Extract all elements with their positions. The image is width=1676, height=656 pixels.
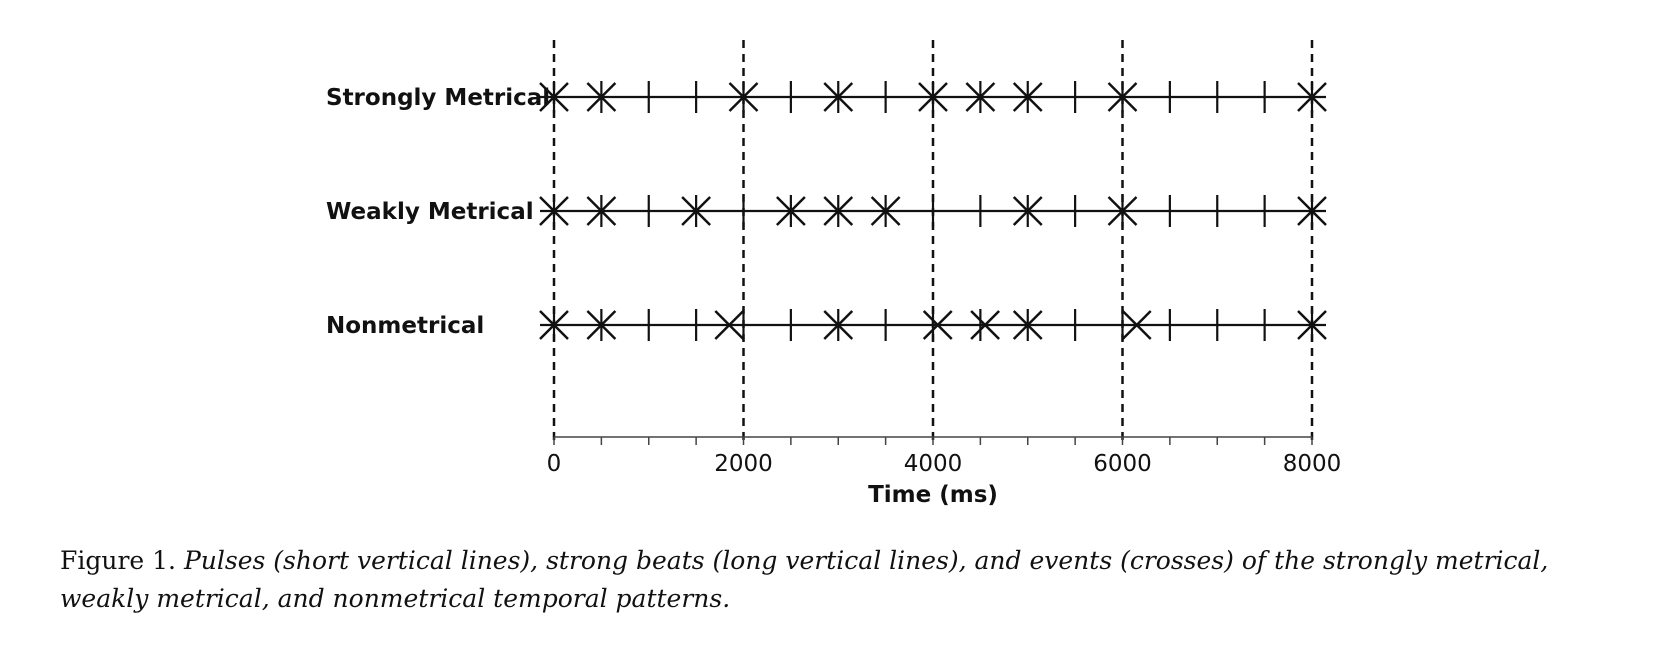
event-cross: [681, 196, 712, 226]
event-cross: [922, 310, 953, 340]
event-cross-stroke: [1121, 310, 1152, 340]
event-cross: [586, 310, 617, 340]
event-cross: [1121, 310, 1152, 340]
pattern-rows: Strongly Metrical Weakly Metrical Nonmetri…: [326, 81, 1327, 341]
axis-tick-label: 8000: [1283, 451, 1342, 477]
caption-text: Pulses (short vertical lines), strong be…: [60, 546, 1549, 613]
time-axis-label: Time (ms): [868, 482, 998, 508]
event-cross-stroke: [539, 196, 569, 226]
time-axis-ticks: [553, 437, 1313, 445]
row-label: Weakly Metrical: [326, 199, 534, 225]
event-cross: [586, 196, 617, 226]
time-axis-tick-labels: 0 2000 4000 6000 8000: [547, 451, 1342, 477]
event-cross-stroke: [681, 196, 712, 226]
event-cross-stroke: [823, 196, 854, 226]
event-cross-stroke: [1012, 310, 1043, 340]
event-cross: [539, 82, 569, 112]
event-cross-stroke: [1107, 196, 1138, 226]
axis-tick-label: 0: [547, 451, 562, 477]
event-cross: [1012, 196, 1043, 226]
event-cross-stroke: [823, 310, 854, 340]
event-cross: [823, 310, 854, 340]
event-cross: [1297, 196, 1327, 226]
time-axis: 0 2000 4000 6000 8000 Time (ms): [547, 436, 1342, 508]
event-cross-stroke: [539, 82, 569, 112]
event-cross-stroke: [539, 310, 569, 340]
event-cross: [714, 310, 745, 340]
event-cross: [918, 82, 948, 112]
event-cross: [728, 82, 759, 112]
event-cross-stroke: [728, 82, 759, 112]
axis-tick-label: 6000: [1093, 451, 1152, 477]
pattern-row: Weakly Metrical: [326, 195, 1327, 227]
event-cross: [823, 82, 854, 112]
event-cross: [1297, 82, 1327, 112]
strong-beat-lines: [552, 40, 1314, 445]
event-cross: [970, 310, 1000, 340]
event-cross-stroke: [586, 82, 617, 112]
axis-tick-label: 4000: [904, 451, 963, 477]
row-label: Nonmetrical: [326, 313, 484, 339]
event-cross: [539, 310, 569, 340]
event-cross-stroke: [1012, 196, 1043, 226]
event-cross-stroke: [1012, 82, 1043, 112]
event-cross-stroke: [922, 310, 953, 340]
event-cross-stroke: [1297, 310, 1327, 340]
pattern-row: Strongly Metrical: [326, 81, 1327, 113]
event-cross: [539, 196, 569, 226]
pattern-row: Nonmetrical: [326, 309, 1327, 341]
event-cross: [823, 196, 854, 226]
event-cross: [1297, 310, 1327, 340]
event-cross-stroke: [1107, 82, 1138, 112]
axis-tick-label: 2000: [714, 451, 773, 477]
event-cross-stroke: [870, 196, 901, 226]
event-cross: [586, 82, 617, 112]
event-cross: [1107, 82, 1138, 112]
event-cross: [1012, 82, 1043, 112]
event-cross: [1012, 310, 1043, 340]
event-cross-stroke: [965, 82, 996, 112]
event-cross-stroke: [918, 82, 948, 112]
event-cross-stroke: [586, 196, 617, 226]
event-cross-stroke: [823, 82, 854, 112]
event-cross-stroke: [1297, 82, 1327, 112]
event-cross: [1107, 196, 1138, 226]
event-cross-stroke: [775, 196, 806, 226]
row-label: Strongly Metrical: [326, 85, 550, 111]
event-cross: [965, 82, 996, 112]
event-cross-stroke: [970, 310, 1000, 340]
event-cross-stroke: [1297, 196, 1327, 226]
event-cross: [870, 196, 901, 226]
event-cross: [775, 196, 806, 226]
caption-figure-label: Figure 1.: [60, 546, 176, 575]
temporal-pattern-diagram: Strongly Metrical Weakly Metrical Nonmetri…: [326, 40, 1342, 508]
figure-caption: Figure 1. Pulses (short vertical lines),…: [60, 542, 1620, 618]
event-cross-stroke: [714, 310, 745, 340]
event-cross-stroke: [586, 310, 617, 340]
